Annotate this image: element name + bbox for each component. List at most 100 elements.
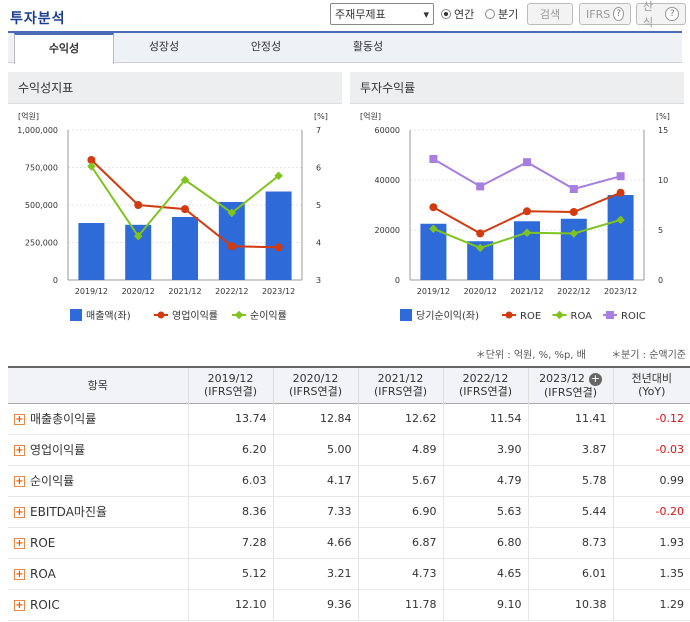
ratio-table: 항목 2019/12 (IFRS연결) 2020/12 (IFRS연결) 2021/… (8, 366, 690, 621)
y-tick-right: 15 (658, 126, 668, 135)
radio-annual-label: 연간 (454, 8, 475, 21)
page-title: 투자분석 (10, 11, 66, 27)
legend-line-label[interactable]: 영업이익률 (172, 309, 218, 322)
line-point (429, 203, 438, 212)
legend-bar-label[interactable]: 매출액(좌) (86, 310, 131, 322)
y-tick-left: 0 (395, 276, 400, 285)
line-point (227, 208, 237, 218)
table-cell: 11.41 (527, 403, 613, 435)
table-cell: 6.87 (357, 527, 443, 559)
row-label[interactable]: + 영업이익률 (8, 434, 188, 466)
line-point (475, 243, 485, 253)
tab-profitability[interactable]: 수익성 (14, 33, 114, 64)
bar[interactable] (560, 218, 587, 280)
table-cell: 8.36 (187, 496, 273, 528)
y-tick-left: 1,000,000 (17, 126, 58, 135)
table-cell: 4.89 (357, 434, 443, 466)
x-tick-label: 2022/12 (557, 287, 590, 296)
line-point (569, 229, 579, 238)
line-point (134, 201, 143, 209)
line-point (616, 215, 625, 225)
table-cell: 10.38 (527, 589, 613, 621)
title-divider (8, 31, 682, 33)
y-tick-right: 6 (316, 164, 321, 173)
col-header: 2022/12 (IFRS연결) (442, 367, 528, 403)
legend-line-label[interactable]: ROE (520, 311, 541, 322)
table-cell: 3.21 (272, 558, 358, 590)
table-notes: ＊단위 : 억원, %, %p, 배 ＊분기 : 순액기준 (454, 346, 686, 361)
x-tick-label: 2020/12 (464, 287, 497, 296)
statement-select[interactable]: 주재무제표 ▾ (330, 3, 434, 25)
profitability-chart-panel: 수익성지표 [억원] [%] 1,000,000 750,000 500,000 250,… (8, 72, 342, 342)
table-cell: 6.90 (357, 496, 443, 528)
row-label[interactable]: + EBITDA마진율 (8, 496, 188, 528)
tab-activity[interactable]: 활동성 (352, 40, 384, 53)
legend-bar-label[interactable]: 당기순이익(좌) (416, 310, 479, 322)
expand-icon[interactable]: + (14, 568, 25, 580)
legend-bar-swatch (70, 309, 82, 321)
table-cell: 5.67 (357, 465, 443, 497)
expand-icon[interactable]: + (14, 476, 25, 487)
table-cell: 9.36 (272, 589, 358, 621)
profitability-chart: [억원] [%] 1,000,000 750,000 500,000 250,000 0 7 6… (17, 111, 328, 322)
legend-marker (505, 311, 513, 319)
x-tick-label: 2022/12 (215, 287, 248, 296)
table-cell: 6.20 (187, 434, 273, 466)
bar[interactable] (265, 191, 292, 281)
right-unit-label: [%] (314, 112, 328, 121)
line-point (569, 208, 578, 216)
expand-icon[interactable]: + (14, 507, 25, 518)
x-tick-label: 2023/12 (262, 287, 295, 296)
search-button[interactable]: 검색 (527, 3, 573, 25)
radio-quarter[interactable]: 분기 (485, 3, 518, 25)
ifrs-help-button[interactable]: IFRS ? (579, 3, 631, 25)
tab-growth[interactable]: 성장성 (148, 40, 180, 53)
table-cell: 11.54 (442, 403, 528, 435)
unit-note: ＊단위 : 억원, %, %p, 배 (475, 350, 586, 361)
row-label[interactable]: + 순이익률 (8, 465, 188, 497)
bar[interactable] (172, 217, 198, 280)
y-tick-left: 0 (53, 276, 58, 285)
return-chart-title: 투자수익률 (350, 72, 684, 104)
question-icon: ? (613, 7, 624, 21)
x-tick-label: 2023/12 (604, 287, 637, 296)
tab-stability[interactable]: 안정성 (250, 40, 282, 53)
table-header-row: 항목 2019/12 (IFRS연결) 2020/12 (IFRS연결) 2021/… (8, 367, 690, 403)
bar[interactable] (607, 195, 634, 280)
radio-annual[interactable]: 연간 (441, 3, 474, 25)
line-point (569, 185, 578, 193)
table-cell: 5.00 (272, 434, 358, 466)
y-tick-left: 250,000 (25, 239, 58, 248)
line-point (523, 207, 531, 216)
row-label[interactable]: + 매출총이익률 (8, 403, 188, 435)
row-label[interactable]: + ROIC (8, 589, 188, 621)
table-row: + EBITDA마진율 8.36 7.33 6.90 5.63 5.44 -0.20 (8, 496, 690, 528)
legend-line-label[interactable]: ROA (571, 311, 593, 322)
y-tick-right: 5 (658, 226, 663, 235)
expand-icon[interactable]: + (14, 414, 25, 425)
legend-line-label[interactable]: ROIC (621, 311, 646, 322)
line-point (429, 155, 438, 163)
x-tick-label: 2021/12 (168, 287, 201, 296)
quarter-note: ＊분기 : 순액기준 (611, 350, 686, 361)
row-label[interactable]: + ROE (8, 527, 188, 559)
table-cell: 12.84 (272, 403, 358, 435)
expand-icon[interactable]: + (14, 599, 25, 611)
legend-line-label[interactable]: 순이익률 (250, 310, 287, 322)
table-cell: 13.74 (187, 403, 273, 435)
row-label[interactable]: + ROA (8, 558, 188, 590)
bar[interactable] (78, 223, 105, 280)
legend-bar-swatch (400, 309, 412, 321)
y-tick-right: 0 (658, 276, 663, 285)
col-yoy-header: 전년대비 (YoY) (612, 367, 690, 403)
y-tick-left: 20000 (375, 226, 400, 235)
table-cell: 6.01 (527, 558, 613, 590)
y-tick-left: 40000 (375, 176, 400, 185)
expand-icon[interactable]: + (14, 445, 25, 456)
right-unit-label: [%] (656, 112, 670, 121)
add-column-icon[interactable]: + (588, 371, 602, 386)
x-tick-label: 2020/12 (122, 287, 155, 296)
expand-icon[interactable]: + (14, 537, 25, 549)
formula-help-button[interactable]: 산식 ? (636, 0, 686, 29)
table-cell: 4.65 (442, 558, 528, 590)
